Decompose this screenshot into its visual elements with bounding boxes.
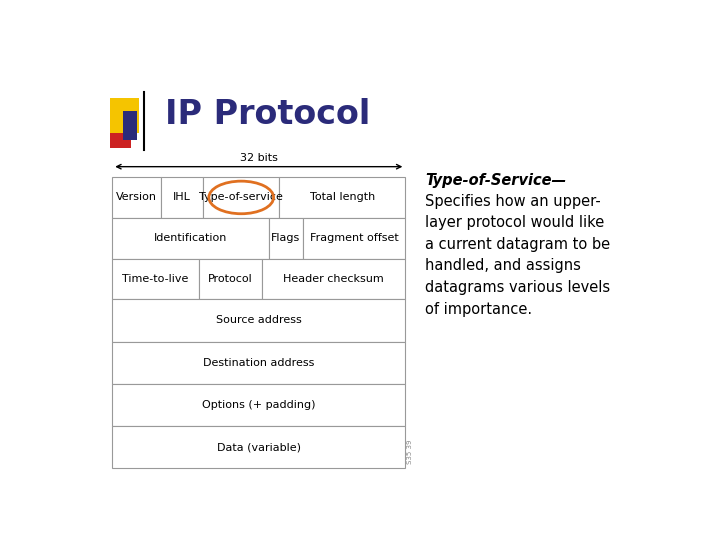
Text: Version: Version — [116, 192, 157, 202]
Bar — [161, 177, 203, 218]
Text: Identification: Identification — [154, 233, 228, 243]
Text: Header checksum: Header checksum — [283, 274, 384, 284]
Text: Options (+ padding): Options (+ padding) — [202, 400, 315, 410]
Bar — [112, 259, 199, 299]
Text: Destination address: Destination address — [203, 357, 315, 368]
Text: IHL: IHL — [173, 192, 191, 202]
Bar — [112, 384, 405, 426]
Text: Specifies how an upper-
layer protocol would like
a current datagram to be
handl: Specifies how an upper- layer protocol w… — [425, 194, 610, 316]
Bar — [199, 259, 262, 299]
Bar — [124, 111, 138, 140]
Text: Protocol: Protocol — [208, 274, 253, 284]
Bar — [112, 341, 405, 384]
Text: Flags: Flags — [271, 233, 300, 243]
Bar — [203, 177, 279, 218]
Bar — [262, 259, 405, 299]
Text: S35 39: S35 39 — [407, 440, 413, 464]
Bar — [112, 177, 161, 218]
Bar — [112, 218, 269, 259]
Bar — [302, 218, 405, 259]
Bar — [279, 177, 405, 218]
Bar — [112, 299, 405, 341]
Bar — [109, 98, 138, 133]
Text: IP Protocol: IP Protocol — [166, 98, 371, 131]
Text: Type-of-Service—: Type-of-Service— — [425, 173, 566, 188]
Text: Type-of-service: Type-of-service — [199, 192, 283, 202]
Bar — [112, 426, 405, 468]
Text: Source address: Source address — [216, 315, 302, 326]
Text: Time-to-live: Time-to-live — [122, 274, 189, 284]
Text: Total length: Total length — [310, 192, 375, 202]
Bar — [269, 218, 302, 259]
Text: Data (variable): Data (variable) — [217, 442, 301, 452]
Text: Fragment offset: Fragment offset — [310, 233, 398, 243]
Bar — [109, 125, 131, 148]
Text: 32 bits: 32 bits — [240, 153, 278, 163]
